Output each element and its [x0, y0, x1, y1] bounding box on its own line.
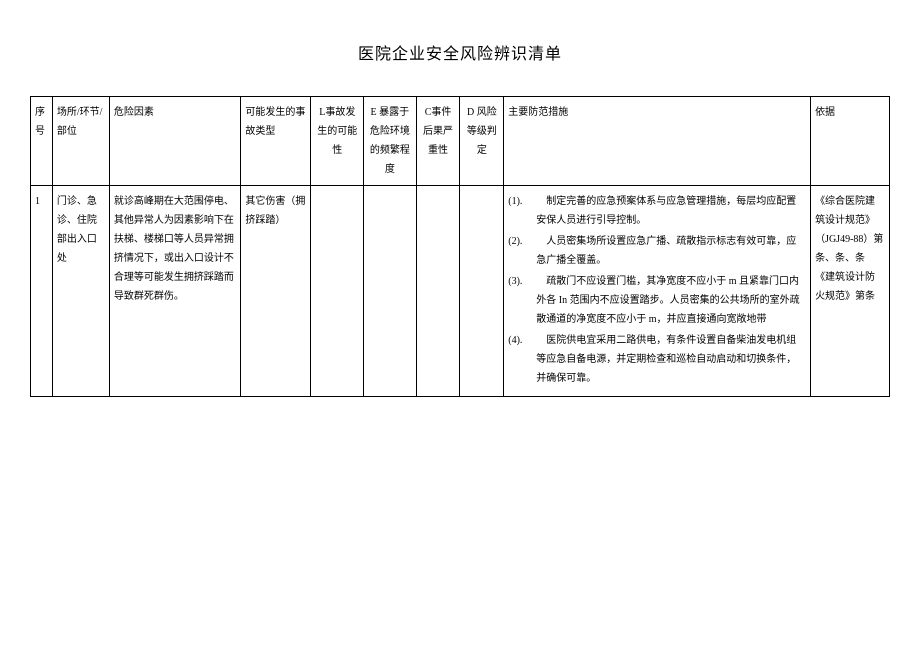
measure-item: (2). 人员密集场所设置应急广播、疏散指示标志有效可靠，应急广播全覆盖。 [508, 232, 806, 270]
header-seq: 序号 [31, 97, 53, 186]
measure-num: (4). [508, 331, 536, 388]
measure-item: (3). 疏散门不应设置门槛，其净宽度不应小于 m 且紧靠门口内外各 In 范围… [508, 272, 806, 329]
measure-text: 人员密集场所设置应急广播、疏散指示标志有效可靠，应急广播全覆盖。 [536, 232, 806, 270]
header-col-l: L事故发生的可能性 [311, 97, 364, 186]
cell-col-c [416, 186, 460, 397]
cell-seq: 1 [31, 186, 53, 397]
measure-num: (2). [508, 232, 536, 270]
cell-place: 门诊、急诊、住院部出入口处 [52, 186, 109, 397]
header-col-d: D 风险等级判定 [460, 97, 504, 186]
header-risk-factor: 危险因素 [109, 97, 240, 186]
table-header-row: 序号 场所/环节/部位 危险因素 可能发生的事故类型 L事故发生的可能性 E 暴… [31, 97, 890, 186]
table-row: 1 门诊、急诊、住院部出入口处 就诊高峰期在大范围停电、其他异常人为因素影响下在… [31, 186, 890, 397]
header-col-c: C事件后果严重性 [416, 97, 460, 186]
header-place: 场所/环节/部位 [52, 97, 109, 186]
measure-item: (1). 制定完善的应急预案体系与应急管理措施，每层均应配置安保人员进行引导控制… [508, 192, 806, 230]
document-title: 医院企业安全风险辨识清单 [30, 40, 890, 64]
header-accident-type: 可能发生的事故类型 [241, 97, 311, 186]
cell-basis: 《综合医院建筑设计规范》（JGJ49-88）第条、条、条《建筑设计防火规范》第条 [811, 186, 890, 397]
header-col-e: E 暴露于危险环境的频繁程度 [364, 97, 417, 186]
risk-table: 序号 场所/环节/部位 危险因素 可能发生的事故类型 L事故发生的可能性 E 暴… [30, 96, 890, 397]
measure-num: (3). [508, 272, 536, 329]
cell-risk-factor: 就诊高峰期在大范围停电、其他异常人为因素影响下在扶梯、楼梯口等人员异常拥挤情况下… [109, 186, 240, 397]
measure-text: 医院供电宜采用二路供电，有条件设置自备柴油发电机组等应急自备电源，并定期检查和巡… [536, 331, 806, 388]
cell-col-l [311, 186, 364, 397]
cell-measures: (1). 制定完善的应急预案体系与应急管理措施，每层均应配置安保人员进行引导控制… [504, 186, 811, 397]
measure-num: (1). [508, 192, 536, 230]
cell-col-d [460, 186, 504, 397]
measure-text: 制定完善的应急预案体系与应急管理措施，每层均应配置安保人员进行引导控制。 [536, 192, 806, 230]
measure-text: 疏散门不应设置门槛，其净宽度不应小于 m 且紧靠门口内外各 In 范围内不应设置… [536, 272, 806, 329]
header-basis: 依据 [811, 97, 890, 186]
measure-item: (4). 医院供电宜采用二路供电，有条件设置自备柴油发电机组等应急自备电源，并定… [508, 331, 806, 388]
cell-accident-type: 其它伤害（拥挤踩踏） [241, 186, 311, 397]
cell-col-e [364, 186, 417, 397]
header-measures: 主要防范措施 [504, 97, 811, 186]
